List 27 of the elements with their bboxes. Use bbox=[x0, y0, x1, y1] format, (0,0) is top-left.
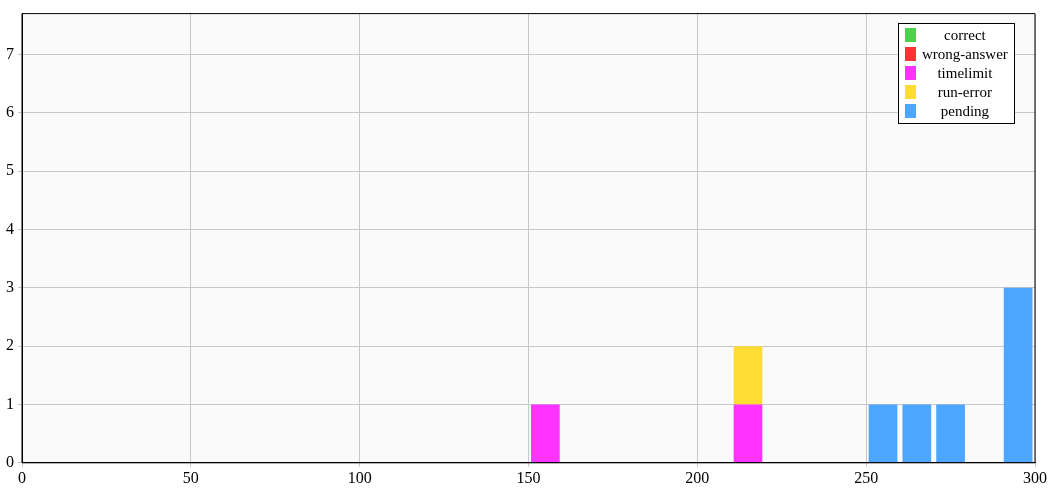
legend-label: wrong-answer bbox=[922, 44, 1008, 64]
bar bbox=[868, 404, 898, 463]
x-tick-label: 150 bbox=[516, 468, 541, 486]
bar bbox=[733, 346, 763, 405]
y-tick-label: 6 bbox=[6, 102, 14, 120]
y-tick-label: 3 bbox=[6, 277, 14, 295]
y-tick-label: 0 bbox=[6, 453, 14, 470]
x-tick-label: 100 bbox=[347, 468, 372, 486]
y-tick-label: 7 bbox=[6, 44, 14, 62]
bar bbox=[936, 404, 965, 463]
legend-label: run-error bbox=[936, 82, 993, 102]
x-tick-label: 300 bbox=[1023, 468, 1047, 486]
x-tick-label: 250 bbox=[854, 468, 879, 486]
legend-label: pending bbox=[939, 101, 991, 121]
x-tick-label: 200 bbox=[685, 468, 710, 486]
y-tick-label: 5 bbox=[6, 161, 14, 179]
bar bbox=[902, 404, 932, 463]
y-tick-label: 1 bbox=[6, 394, 14, 412]
y-tick-label: 4 bbox=[6, 219, 14, 237]
x-tick-label: 0 bbox=[18, 468, 26, 486]
legend-label: timelimit bbox=[936, 63, 994, 83]
x-tick-label: 50 bbox=[182, 468, 199, 486]
bar bbox=[1003, 287, 1033, 463]
y-tick-label: 2 bbox=[6, 336, 14, 354]
bar bbox=[733, 404, 763, 463]
legend-label: correct bbox=[943, 25, 987, 45]
bar bbox=[531, 404, 560, 463]
